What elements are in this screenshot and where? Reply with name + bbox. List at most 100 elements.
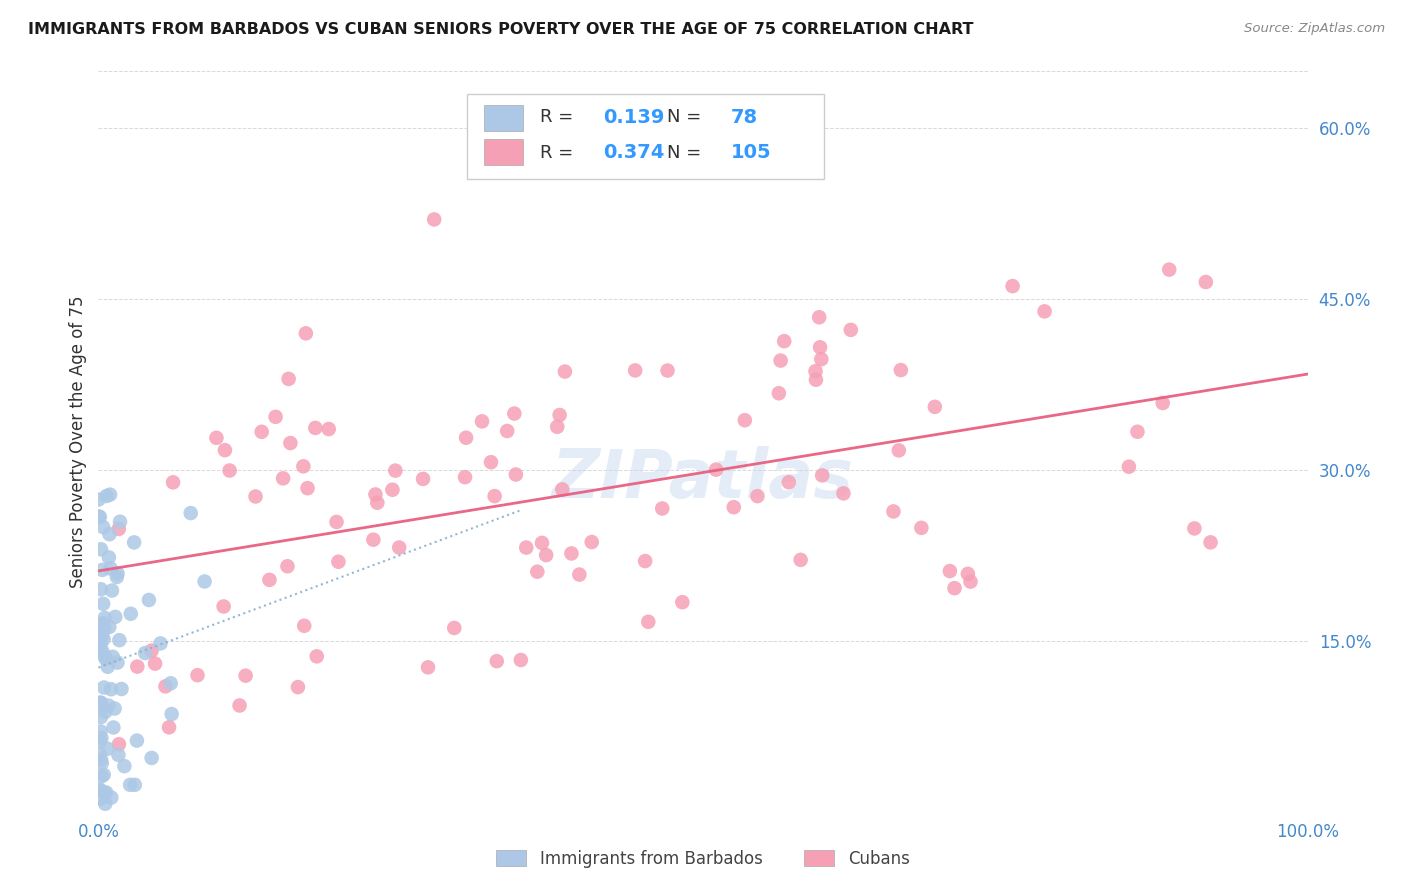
Point: [162, 475, 184, 490]
Point: [1199, 535, 1222, 549]
Point: [108, 633, 131, 648]
Point: [1159, 262, 1181, 277]
Point: [723, 500, 745, 515]
Point: [108, 737, 131, 751]
Point: [205, 431, 228, 445]
Point: [94, 705, 117, 719]
Y-axis label: Seniors Poverty Over the Age of 75: Seniors Poverty Over the Age of 75: [69, 295, 87, 588]
Point: [250, 425, 273, 439]
Point: [804, 364, 827, 378]
Point: [96, 489, 118, 503]
Point: [769, 353, 792, 368]
Point: [228, 698, 250, 713]
Point: [388, 541, 411, 555]
Point: [107, 656, 129, 670]
Point: [120, 778, 142, 792]
Point: [103, 721, 125, 735]
Point: [160, 707, 183, 722]
Point: [93, 786, 115, 800]
Point: [155, 679, 177, 693]
Point: [127, 659, 149, 673]
Point: [496, 424, 519, 438]
Point: [108, 515, 131, 529]
Point: [89, 783, 111, 797]
Point: [97, 659, 120, 673]
Point: [295, 326, 318, 341]
Point: [141, 643, 163, 657]
Point: [90, 710, 112, 724]
Point: [110, 681, 132, 696]
Point: [271, 471, 294, 485]
Point: [637, 615, 659, 629]
Point: [157, 720, 180, 734]
Point: [1001, 279, 1024, 293]
Point: [890, 363, 912, 377]
Point: [107, 747, 129, 762]
Point: [581, 535, 603, 549]
Point: [91, 597, 114, 611]
Point: [90, 623, 112, 637]
Point: [839, 323, 862, 337]
Point: [141, 751, 163, 765]
Point: [551, 483, 574, 497]
Point: [479, 455, 502, 469]
Point: [98, 488, 121, 502]
Point: [89, 724, 111, 739]
Point: [90, 638, 112, 652]
Point: [305, 649, 328, 664]
Point: [91, 645, 114, 659]
Point: [423, 212, 446, 227]
Point: [366, 496, 388, 510]
Point: [97, 550, 120, 565]
Point: [384, 464, 406, 478]
Point: [94, 651, 117, 665]
Point: [122, 535, 145, 549]
Point: [120, 607, 142, 621]
Point: [297, 481, 319, 495]
Point: [924, 400, 946, 414]
Text: 0.139: 0.139: [603, 108, 664, 127]
Point: [768, 386, 790, 401]
Point: [810, 352, 832, 367]
Point: [90, 696, 112, 710]
Point: [1118, 459, 1140, 474]
Point: [287, 680, 309, 694]
Point: [101, 583, 124, 598]
Point: [194, 574, 217, 589]
Point: [560, 546, 582, 560]
Point: [259, 573, 281, 587]
Point: [186, 668, 208, 682]
Point: [87, 627, 110, 641]
Point: [651, 501, 673, 516]
Point: [277, 372, 299, 386]
Point: [454, 470, 477, 484]
Text: N =: N =: [666, 144, 707, 161]
Point: [789, 553, 811, 567]
Point: [245, 490, 267, 504]
Point: [90, 624, 112, 639]
Point: [503, 407, 526, 421]
Point: [107, 522, 129, 536]
Point: [276, 559, 298, 574]
Point: [292, 459, 315, 474]
Point: [94, 611, 117, 625]
Point: [887, 443, 910, 458]
Point: [89, 734, 111, 748]
Point: [624, 363, 647, 377]
Point: [93, 632, 115, 647]
Point: [91, 520, 114, 534]
Point: [328, 555, 350, 569]
Point: [634, 554, 657, 568]
Point: [318, 422, 340, 436]
Point: [89, 782, 111, 797]
Point: [90, 630, 112, 644]
Point: [138, 593, 160, 607]
Point: [100, 790, 122, 805]
Point: [91, 618, 114, 632]
Point: [97, 698, 120, 713]
Point: [939, 564, 962, 578]
Point: [212, 599, 235, 614]
Point: [568, 567, 591, 582]
Point: [534, 548, 557, 562]
Point: [87, 492, 110, 507]
